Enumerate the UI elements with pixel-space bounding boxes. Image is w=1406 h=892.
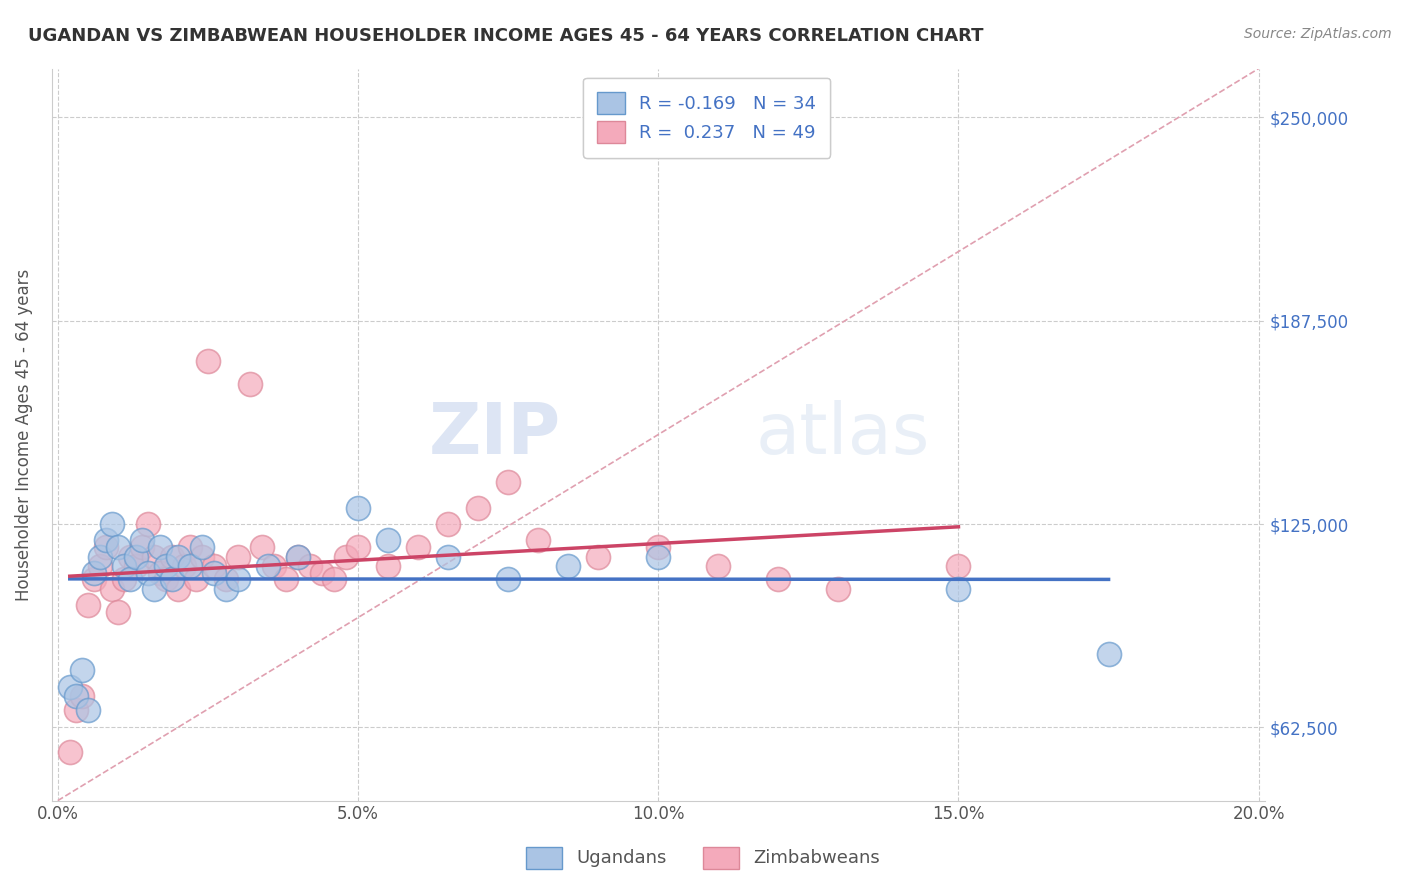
Legend: Ugandans, Zimbabweans: Ugandans, Zimbabweans [512,832,894,883]
Point [298,559,321,574]
Point [647,540,669,554]
Point [311,566,333,580]
Point [155,573,177,587]
Text: ZIP: ZIP [429,401,561,469]
Point [125,549,148,564]
Point [647,549,669,564]
Point [250,540,273,554]
Point [948,582,970,596]
Point [118,549,141,564]
Point [70,690,93,704]
Point [112,573,135,587]
Point [131,540,153,554]
Point [184,573,207,587]
Point [827,582,849,596]
Point [160,549,183,564]
Point [274,573,297,587]
Point [202,559,225,574]
Point [160,573,183,587]
Point [226,549,249,564]
Point [496,573,519,587]
Point [287,549,309,564]
Point [136,516,159,531]
Point [191,549,214,564]
Point [94,540,117,554]
Point [101,582,124,596]
Point [1097,647,1119,661]
Point [65,690,87,704]
Point [65,702,87,716]
Point [191,540,214,554]
Point [173,559,195,574]
Point [437,516,460,531]
Point [149,540,172,554]
Y-axis label: Householder Income Ages 45 - 64 years: Householder Income Ages 45 - 64 years [15,268,32,600]
Legend: R = -0.169   N = 34, R =  0.237   N = 49: R = -0.169 N = 34, R = 0.237 N = 49 [583,78,831,158]
Point [179,540,201,554]
Point [142,582,165,596]
Point [107,605,129,619]
Point [347,540,370,554]
Point [155,559,177,574]
Point [323,573,346,587]
Point [59,745,82,759]
Point [142,549,165,564]
Point [215,573,238,587]
Text: UGANDAN VS ZIMBABWEAN HOUSEHOLDER INCOME AGES 45 - 64 YEARS CORRELATION CHART: UGANDAN VS ZIMBABWEAN HOUSEHOLDER INCOME… [28,27,984,45]
Point [125,559,148,574]
Point [557,559,579,574]
Point [76,702,98,716]
Point [377,559,399,574]
Point [948,559,970,574]
Point [59,680,82,694]
Point [101,516,124,531]
Point [118,573,141,587]
Point [496,475,519,489]
Point [136,566,159,580]
Text: Source: ZipAtlas.com: Source: ZipAtlas.com [1244,27,1392,41]
Point [527,533,550,548]
Point [263,559,285,574]
Point [215,582,238,596]
Point [335,549,357,564]
Point [707,559,730,574]
Point [467,500,489,515]
Point [83,573,105,587]
Point [70,664,93,678]
Point [112,559,135,574]
Point [287,549,309,564]
Point [437,549,460,564]
Point [768,573,790,587]
Point [166,582,188,596]
Point [94,533,117,548]
Point [197,354,219,368]
Point [239,377,262,392]
Text: atlas: atlas [755,401,929,469]
Point [89,549,111,564]
Point [131,533,153,548]
Point [166,549,188,564]
Point [179,559,201,574]
Point [83,566,105,580]
Point [149,566,172,580]
Point [377,533,399,548]
Point [406,540,429,554]
Point [257,559,280,574]
Point [347,500,370,515]
Point [76,599,98,613]
Point [107,540,129,554]
Point [89,559,111,574]
Point [226,573,249,587]
Point [586,549,609,564]
Point [202,566,225,580]
